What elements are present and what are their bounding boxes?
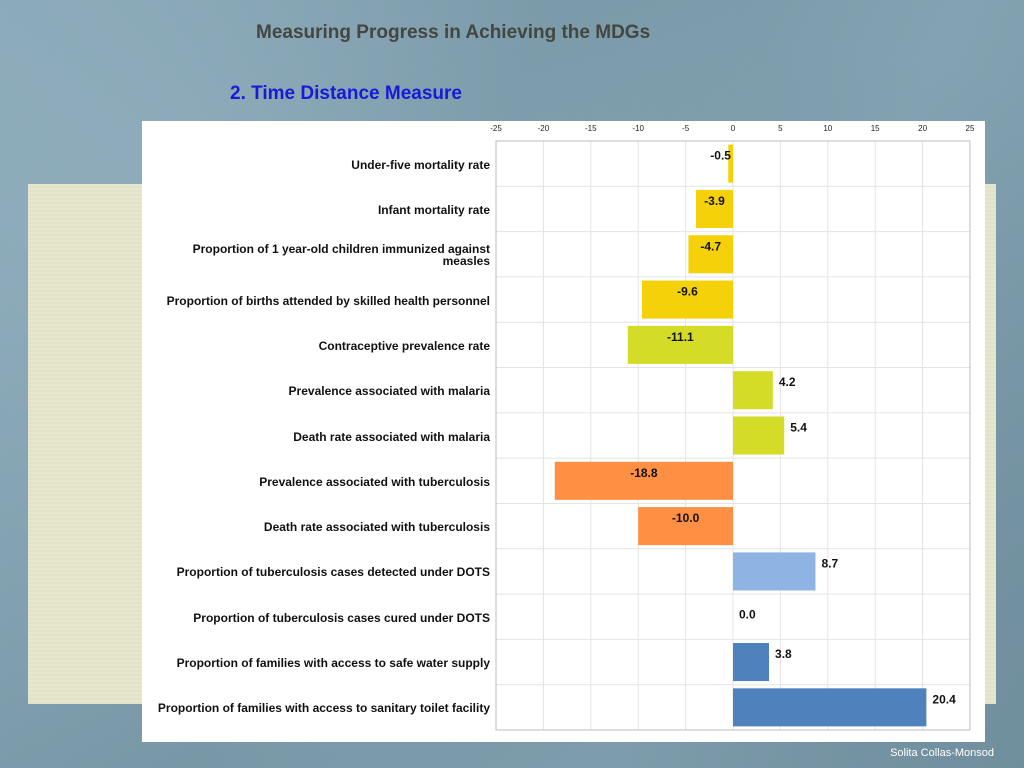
bar — [688, 235, 733, 274]
bar — [641, 280, 733, 319]
bar-value-label: -4.7 — [700, 239, 721, 253]
x-tick-label: 20 — [918, 124, 927, 133]
bar-value-label: -0.5 — [710, 149, 731, 163]
bar-value-label: -9.6 — [677, 285, 698, 299]
plot-border — [495, 140, 971, 731]
category-label: Proportion of 1 year-old children immuni… — [192, 242, 490, 269]
category-label: Death rate associated with malaria — [293, 429, 490, 444]
category-label: Prevalence associated with tuberculosis — [259, 474, 490, 489]
bar — [733, 552, 816, 591]
x-tick-label: -25 — [490, 124, 502, 133]
x-tick-label: -15 — [585, 124, 597, 133]
bar-value-label: -11.1 — [667, 330, 694, 344]
bar — [733, 371, 773, 410]
chart-panel — [142, 121, 985, 742]
bar-value-label: 4.2 — [779, 375, 796, 389]
bar — [696, 189, 733, 228]
x-tick-label: 15 — [871, 124, 880, 133]
bar — [733, 416, 785, 455]
x-tick-label: -10 — [632, 124, 644, 133]
bar — [728, 144, 733, 183]
category-label: Proportion of tuberculosis cases detecte… — [176, 565, 490, 580]
x-tick-label: 10 — [823, 124, 832, 133]
x-tick-label: 5 — [778, 124, 783, 133]
x-tick-label: -5 — [682, 124, 690, 133]
bar-value-label: 8.7 — [821, 556, 838, 570]
category-label: Proportion of tuberculosis cases cured u… — [193, 610, 490, 625]
category-label: Infant mortality rate — [377, 202, 490, 217]
footer-credit: Solita Collas-Monsod — [890, 747, 994, 759]
bar-value-label: 5.4 — [790, 421, 807, 435]
slide-title: Measuring Progress in Achieving the MDGs — [256, 22, 651, 43]
bar-value-label: -18.8 — [630, 466, 658, 480]
bar — [554, 461, 733, 500]
category-label: Proportion of families with access to sa… — [176, 656, 490, 671]
bar-value-label: -10.0 — [672, 511, 700, 525]
x-tick-label: 25 — [966, 124, 975, 133]
bar-value-label: -3.9 — [704, 194, 725, 208]
category-label: Proportion of families with access to sa… — [157, 701, 490, 716]
bar — [733, 643, 770, 682]
x-tick-label: 0 — [731, 124, 736, 133]
x-tick-label: -20 — [538, 124, 550, 133]
bar — [638, 507, 733, 546]
bar — [627, 325, 733, 364]
bar-value-label: 20.4 — [932, 692, 956, 706]
slide-subtitle: 2. Time Distance Measure — [230, 83, 462, 104]
bar-value-label: 0.0 — [739, 608, 756, 622]
category-label: Death rate associated with tuberculosis — [263, 520, 490, 535]
category-label: Prevalence associated with malaria — [288, 384, 490, 399]
bar — [733, 688, 927, 727]
category-label: Contraceptive prevalence rate — [318, 338, 490, 353]
category-label: Proportion of births attended by skilled… — [166, 293, 490, 308]
category-label: Under-five mortality rate — [351, 157, 490, 172]
bar-value-label: 3.8 — [775, 647, 792, 661]
